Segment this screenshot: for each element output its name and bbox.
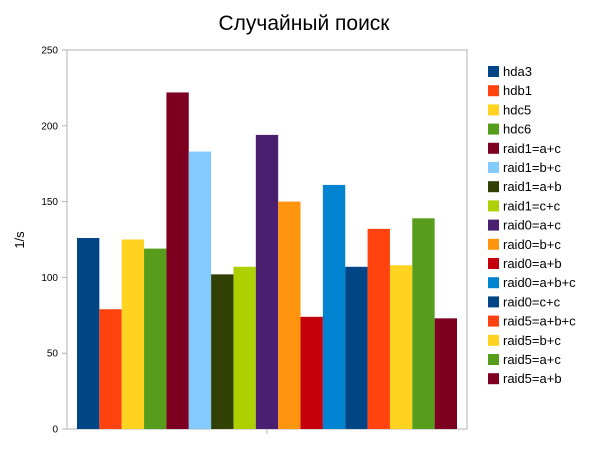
plot-area: 0 50 100 150 200 250 xyxy=(41,46,468,436)
legend-swatch xyxy=(488,123,499,135)
bar-hdb1 xyxy=(99,309,122,429)
bar-hdc5 xyxy=(121,239,145,429)
legend-swatch xyxy=(488,238,499,250)
bar-raid5=a+b xyxy=(434,318,457,429)
legend-swatch xyxy=(488,258,499,269)
legend-label: hda3 xyxy=(503,64,532,79)
legend-label: hdb1 xyxy=(503,83,532,98)
legend-label: raid0=a+b+c xyxy=(503,275,576,290)
legend-label: raid1=a+b xyxy=(503,179,562,194)
legend-swatch xyxy=(488,334,499,346)
legend-label: raid0=a+c xyxy=(503,218,561,233)
y-tick-label: 250 xyxy=(41,46,58,57)
legend-label: hdc5 xyxy=(503,102,531,117)
chart-title: Случайный поиск xyxy=(219,12,391,35)
legend-swatch xyxy=(488,104,499,116)
bar-raid1=a+b xyxy=(211,274,234,429)
legend-swatch xyxy=(488,277,499,289)
legend-label: raid0=b+c xyxy=(503,237,561,252)
y-tick-label: 150 xyxy=(41,197,58,208)
bar-hdc6 xyxy=(144,248,167,429)
legend-label: raid1=c+c xyxy=(503,198,561,213)
legend-label: raid5=a+c xyxy=(503,352,561,367)
legend-swatch xyxy=(488,296,499,308)
bar-raid1=c+c xyxy=(233,266,256,429)
legend-swatch xyxy=(488,200,499,212)
legend-swatch xyxy=(488,66,499,77)
bar-raid0=a+b+c xyxy=(322,184,346,429)
legend-swatch xyxy=(488,181,499,193)
legend-label: raid5=a+b+c xyxy=(503,314,576,329)
bar-raid5=b+c xyxy=(389,265,413,429)
legend-label: raid0=a+b xyxy=(503,256,562,271)
legend-label: raid1=a+c xyxy=(503,141,561,156)
legend-swatch xyxy=(488,315,499,327)
legend-swatch xyxy=(488,219,499,231)
legend-label: raid1=b+c xyxy=(503,160,561,175)
bar-raid5=a+b+c xyxy=(367,228,390,429)
bar-raid0=a+b xyxy=(300,316,323,429)
y-tick-label: 200 xyxy=(41,121,58,132)
legend: hda3 hdb1 hdc5 hdc6 raid1=a+c raid1=b+c raid1=… xyxy=(488,64,576,386)
legend-label: raid0=c+c xyxy=(503,294,561,309)
bar-raid0=a+c xyxy=(255,134,279,429)
bar-raid1=a+c xyxy=(166,92,189,429)
legend-swatch xyxy=(488,354,499,365)
bar-raid0=c+c xyxy=(345,266,368,429)
bar-raid0=b+c xyxy=(278,201,301,429)
legend-swatch xyxy=(488,162,499,173)
bar-raid1=b+c xyxy=(188,151,212,429)
legend-swatch xyxy=(488,373,499,385)
y-tick-label: 50 xyxy=(47,349,59,360)
legend-label: hdc6 xyxy=(503,122,531,137)
bar-raid5=a+c xyxy=(412,218,435,429)
y-axis-label: 1/s xyxy=(12,231,27,249)
legend-swatch xyxy=(488,142,499,154)
legend-label: raid5=a+b xyxy=(503,371,562,386)
y-tick-label: 100 xyxy=(41,273,58,284)
y-tick-label: 0 xyxy=(52,425,58,436)
legend-swatch xyxy=(488,85,499,97)
legend-label: raid5=b+c xyxy=(503,333,561,348)
bar-hda3 xyxy=(77,237,100,429)
